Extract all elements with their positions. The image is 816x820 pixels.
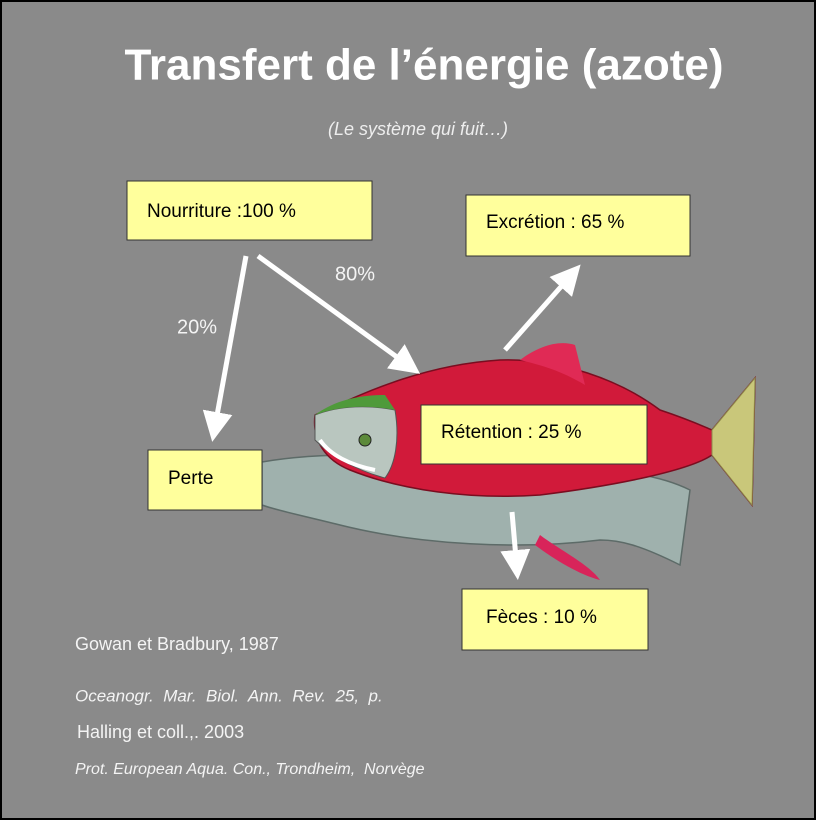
box-label: Nourriture :100 % — [147, 201, 296, 222]
box-loss: Perte — [147, 449, 263, 511]
subtitle: (Le système qui fuit…) — [328, 119, 508, 139]
box-label: Fèces : 10 % — [486, 607, 597, 628]
box-food: Nourriture :100 % — [126, 180, 373, 241]
reference: Prot. European Aqua. Con., Trondheim, No… — [75, 761, 425, 778]
arrow-label: 80% — [335, 263, 375, 285]
box-label: Rétention : 25 % — [441, 422, 582, 443]
arrow-to-fish — [256, 253, 421, 374]
box-excretion: Excrétion : 65 % — [465, 194, 691, 257]
reference: Oceanogr. Mar. Biol. Ann. Rev. 25, p. — [75, 686, 383, 705]
arrow-to-feces — [500, 511, 531, 580]
box-retention: Rétention : 25 % — [420, 404, 648, 465]
reference: Gowan et Bradbury, 1987 — [75, 634, 279, 654]
arrow-to-loss — [202, 255, 249, 442]
reference: Halling et coll.,. 2003 — [77, 722, 244, 742]
title: Transfert de l’énergie (azote) — [124, 41, 723, 90]
box-feces: Fèces : 10 % — [461, 588, 649, 651]
arrow-to-excretion — [503, 264, 581, 352]
box-label: Excrétion : 65 % — [486, 212, 624, 233]
box-label: Perte — [168, 468, 213, 489]
fish-illustration — [261, 343, 756, 580]
arrow-label: 20% — [177, 316, 217, 338]
arrows — [202, 253, 581, 580]
